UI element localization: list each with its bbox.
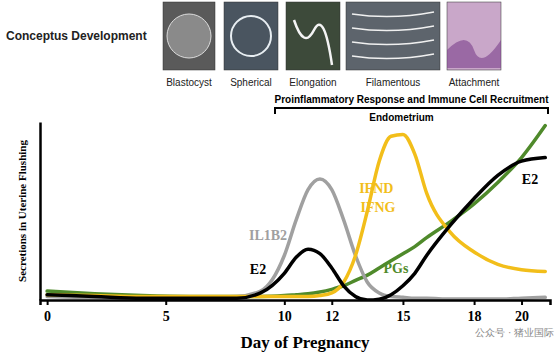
stage-photo — [286, 2, 340, 70]
y-axis — [40, 123, 41, 301]
photo-frame — [163, 2, 215, 70]
x-tick-mark — [165, 300, 167, 305]
series-label: PGs — [384, 261, 409, 276]
x-tick-label: 20 — [515, 309, 529, 324]
x-tick-label: 18 — [468, 309, 482, 324]
lines — [47, 126, 545, 300]
stage-label: Filamentous — [366, 77, 420, 88]
stage-photo — [224, 2, 278, 70]
series-line — [47, 158, 545, 300]
series-line — [47, 134, 545, 296]
x-tick: 10 — [278, 300, 292, 324]
x-tick-label: 5 — [163, 309, 170, 324]
series-line — [47, 179, 545, 299]
watermark: 公众号 · 猪业国际 — [475, 327, 554, 338]
y-axis-title: Secretions in Uterine Flushing — [16, 140, 28, 282]
x-tick-label: 12 — [325, 309, 339, 324]
x-tick: 15 — [396, 300, 410, 324]
series-label: E2 — [250, 262, 266, 277]
series-line — [47, 126, 545, 297]
x-tick: 20 — [515, 300, 529, 324]
bracket-sublabel: Endometrium — [369, 112, 434, 123]
stage-photo — [163, 2, 215, 70]
stage-label: Attachment — [449, 77, 500, 88]
photo-detail — [167, 14, 211, 58]
photo-detail — [352, 40, 434, 45]
chart-container: Conceptus Development Blastocyst Spherical… — [0, 0, 560, 358]
series-label: E2 — [522, 172, 538, 187]
bracket-label: Proinflammatory Response and Immune Cell… — [275, 94, 550, 105]
photo-frame — [346, 2, 440, 70]
photo-frame — [286, 2, 340, 70]
title: Conceptus Development — [6, 29, 147, 43]
stage-label: Spherical — [230, 77, 272, 88]
stage-label: Elongation — [289, 77, 336, 88]
x-tick-label: 15 — [396, 309, 410, 324]
x-tick-mark — [474, 300, 476, 305]
x-tick-mark — [521, 300, 523, 305]
x-tick-mark — [402, 300, 404, 305]
chart-svg: Conceptus Development Blastocyst Spherical… — [0, 0, 560, 358]
photo-detail — [352, 12, 434, 17]
x-tick: 18 — [468, 300, 482, 324]
stage-label: Blastocyst — [166, 77, 212, 88]
photo-detail — [352, 26, 434, 31]
stage-photo — [346, 2, 440, 70]
photo-frame — [447, 2, 501, 70]
photo-detail — [294, 20, 332, 65]
x-axis-title: Day of Pregnancy — [240, 333, 370, 352]
x-tick-mark — [284, 300, 286, 305]
x-tick: 5 — [163, 300, 170, 324]
x-tick-mark — [331, 300, 333, 305]
x-tick-mark — [47, 300, 49, 305]
series-label: IFND IFNG — [359, 181, 397, 215]
x-tick-label: 0 — [44, 309, 51, 324]
x-axis: 0 5 10 12 15 18 20 — [41, 300, 551, 324]
x-tick: 12 — [325, 300, 339, 324]
y-axis-line — [39, 123, 42, 301]
stage-photo — [447, 2, 501, 70]
x-tick: 0 — [44, 300, 51, 324]
photo-detail — [447, 40, 501, 68]
photo-detail — [231, 16, 271, 56]
photo-detail — [352, 54, 434, 59]
photo-frame — [224, 2, 278, 70]
x-axis-line — [41, 301, 551, 306]
x-tick-label: 10 — [278, 309, 292, 324]
series-label: IL1B2 — [249, 228, 287, 243]
